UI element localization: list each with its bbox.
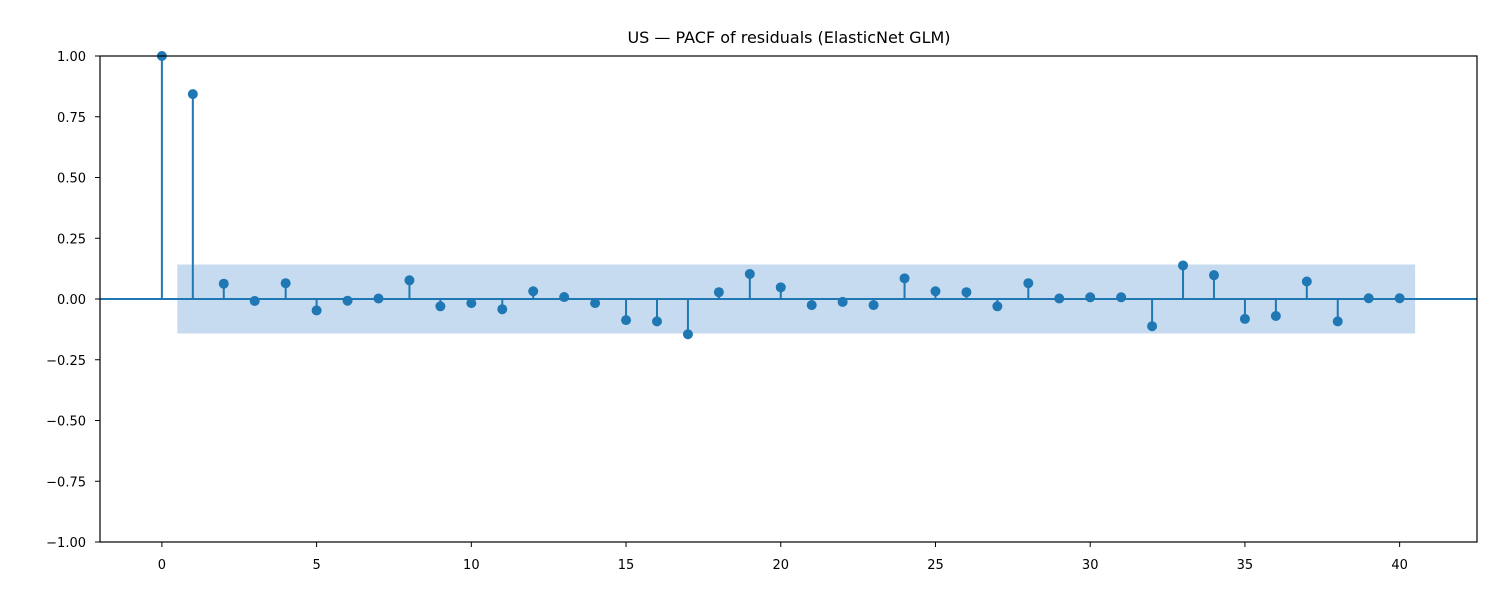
stem-marker-lag-39 [1363, 293, 1374, 304]
stem-marker-lag-22 [837, 296, 848, 307]
stem-marker-lag-36 [1270, 311, 1281, 322]
chart-title: US — PACF of residuals (ElasticNet GLM) [627, 28, 950, 47]
stem-marker-lag-38 [1332, 316, 1343, 327]
y-tick-label-7: −0.75 [46, 475, 86, 490]
stem-marker-lag-31 [1116, 292, 1127, 303]
stem-marker-lag-24 [899, 273, 910, 284]
x-tick-label-7: 35 [1237, 558, 1254, 573]
stem-marker-lag-19 [744, 268, 755, 279]
stem-marker-lag-27 [992, 301, 1003, 312]
x-tick-label-1: 5 [312, 558, 320, 573]
stem-marker-lag-13 [559, 292, 570, 303]
y-tick-label-3: 0.25 [57, 232, 86, 247]
stem-marker-lag-11 [497, 304, 508, 315]
stem-marker-lag-7 [373, 293, 384, 304]
stem-marker-lag-32 [1147, 321, 1158, 332]
y-ticks-layer: 1.00 0.75 0.50 0.25 0.00 −0.25 −0.50 −0.75 −1.00 [46, 50, 100, 551]
stem-marker-lag-6 [342, 295, 353, 306]
stem-marker-lag-14 [590, 298, 601, 309]
stem-marker-lag-29 [1054, 293, 1065, 304]
stem-marker-lag-18 [713, 287, 724, 298]
stem-marker-lag-10 [466, 298, 477, 309]
y-tick-label-1: 0.75 [57, 111, 86, 126]
y-tick-label-4: 0.00 [57, 293, 86, 308]
stem-marker-lag-17 [682, 329, 693, 340]
stem-marker-lag-37 [1301, 276, 1312, 287]
x-ticks-layer: 0 5 10 15 20 25 30 35 40 [158, 542, 1408, 573]
stem-marker-lag-12 [528, 286, 539, 297]
stem-marker-lag-28 [1023, 278, 1034, 289]
stem-marker-lag-1 [187, 89, 198, 100]
stem-marker-lag-23 [868, 300, 879, 311]
x-tick-label-6: 30 [1082, 558, 1099, 573]
stem-marker-lag-25 [930, 286, 941, 297]
stem-marker-lag-40 [1394, 293, 1405, 304]
y-tick-label-2: 0.50 [57, 172, 86, 187]
y-tick-label-6: −0.50 [46, 415, 86, 430]
stem-marker-lag-16 [651, 316, 662, 327]
stem-marker-lag-20 [775, 282, 786, 293]
stem-marker-lag-21 [806, 300, 817, 311]
x-tick-label-0: 0 [158, 558, 166, 573]
stem-marker-lag-8 [404, 275, 415, 286]
stem-marker-lag-35 [1239, 313, 1250, 324]
y-tick-label-5: −0.25 [46, 354, 86, 369]
x-tick-label-3: 15 [618, 558, 635, 573]
x-tick-label-2: 10 [463, 558, 480, 573]
stem-marker-lag-26 [961, 287, 972, 298]
y-tick-label-8: −1.00 [46, 536, 86, 551]
stem-marker-lag-34 [1208, 270, 1219, 281]
stem-marker-lag-15 [621, 315, 632, 326]
x-tick-label-5: 25 [927, 558, 944, 573]
stem-marker-lag-5 [311, 305, 322, 316]
x-tick-label-8: 40 [1391, 558, 1408, 573]
x-tick-label-4: 20 [772, 558, 789, 573]
stem-marker-lag-9 [435, 301, 446, 312]
stem-marker-lag-4 [280, 278, 291, 289]
stem-marker-lag-30 [1085, 292, 1096, 303]
stem-marker-lag-33 [1178, 260, 1189, 271]
y-tick-label-0: 1.00 [57, 50, 86, 65]
stem-marker-lag-3 [249, 295, 260, 306]
stem-marker-lag-2 [218, 278, 229, 289]
